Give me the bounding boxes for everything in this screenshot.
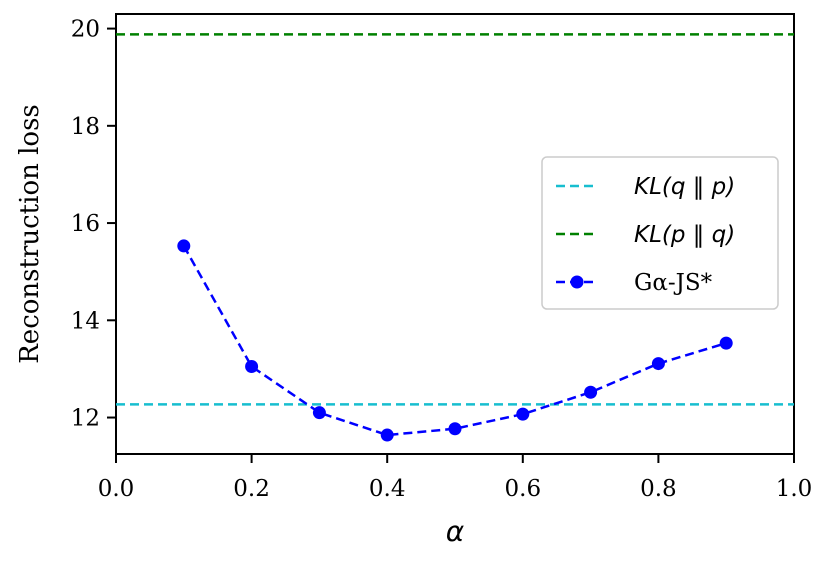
x-tick-label: 0.8 bbox=[640, 476, 677, 502]
x-tick-label: 0.2 bbox=[233, 476, 270, 502]
data-point bbox=[177, 239, 191, 253]
legend-label: Gα-JS* bbox=[634, 270, 713, 296]
data-point bbox=[380, 428, 394, 442]
y-tick-label: 12 bbox=[71, 406, 100, 432]
legend-box bbox=[541, 156, 779, 310]
data-point bbox=[719, 336, 733, 350]
data-point bbox=[245, 359, 259, 373]
x-tick-label: 0.4 bbox=[369, 476, 406, 502]
ticks-layer: 0.0 0.2 0.4 0.6 0.8 1.0 12 14 16 18 20 bbox=[71, 17, 813, 502]
y-tick-label: 20 bbox=[71, 17, 100, 43]
legend: KL(q ‖ p) KL(p ‖ q) Gα-JS* bbox=[541, 156, 779, 310]
y-tick-label: 14 bbox=[71, 308, 100, 334]
data-point bbox=[651, 357, 665, 371]
legend-items: KL(q ‖ p) KL(p ‖ q) Gα-JS* bbox=[556, 174, 735, 296]
legend-label: KL(p ‖ q) bbox=[634, 222, 735, 248]
x-tick-label: 0.6 bbox=[505, 476, 542, 502]
series-line bbox=[182, 245, 727, 437]
x-tick-label: 0.0 bbox=[98, 476, 135, 502]
legend-marker bbox=[570, 275, 584, 289]
plot-area-frame bbox=[115, 13, 795, 455]
legend-label: KL(q ‖ p) bbox=[634, 174, 735, 200]
data-point bbox=[448, 422, 462, 436]
data-point bbox=[584, 385, 598, 399]
y-tick-label: 16 bbox=[71, 211, 100, 237]
x-tick-label: 1.0 bbox=[776, 476, 813, 502]
data-point bbox=[312, 406, 326, 420]
y-tick-label: 18 bbox=[71, 114, 100, 140]
x-axis-label: α bbox=[446, 515, 465, 548]
data-point bbox=[516, 407, 530, 421]
series-layer bbox=[116, 33, 794, 442]
y-axis-label: Reconstruction loss bbox=[15, 104, 45, 364]
